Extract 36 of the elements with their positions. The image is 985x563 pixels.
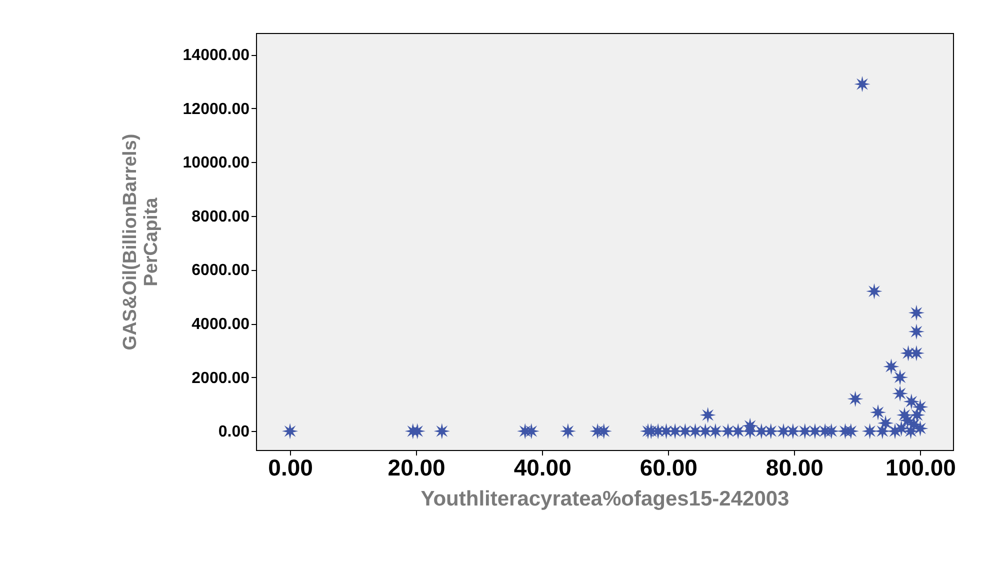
point [908, 324, 925, 340]
y-tick-label: 8000.00 [192, 208, 250, 226]
point [903, 394, 920, 410]
point [908, 304, 925, 321]
x-tick-label: 80.00 [766, 454, 824, 480]
x-tick-label: 20.00 [388, 454, 446, 480]
x-tick-label: 0.00 [268, 454, 313, 480]
y-tick-label: 10000.00 [182, 154, 250, 172]
point [862, 423, 878, 440]
x-tick-label: 40.00 [514, 454, 572, 480]
y-tick-label: 14000.00 [182, 47, 250, 64]
point [912, 398, 928, 416]
x-tick-label: 100.00 [886, 454, 956, 480]
point [700, 406, 716, 424]
x-axis-title: Youthliteracyratea%ofages15-242003 [420, 488, 790, 510]
y-tick-label: 0.00 [218, 424, 250, 441]
point [878, 415, 894, 432]
point [282, 423, 298, 440]
y-tick-label: 6000.00 [192, 262, 250, 280]
point [847, 390, 864, 407]
point [892, 385, 908, 402]
point [560, 423, 576, 440]
point [902, 423, 919, 440]
y-tick-label: 4000.00 [192, 316, 250, 334]
point [854, 76, 870, 92]
point [870, 404, 886, 420]
y-tick-label: 12000.00 [182, 100, 250, 118]
point [909, 406, 926, 424]
x-tick-label: 60.00 [640, 454, 698, 480]
point [434, 423, 450, 440]
y-axis-title: GAS&Oil(BillionBarrels) PerCapita [120, 134, 162, 350]
point [866, 283, 882, 300]
point [892, 369, 908, 386]
y-tick-label: 2000.00 [192, 370, 250, 387]
point [883, 358, 900, 375]
point [893, 420, 910, 437]
